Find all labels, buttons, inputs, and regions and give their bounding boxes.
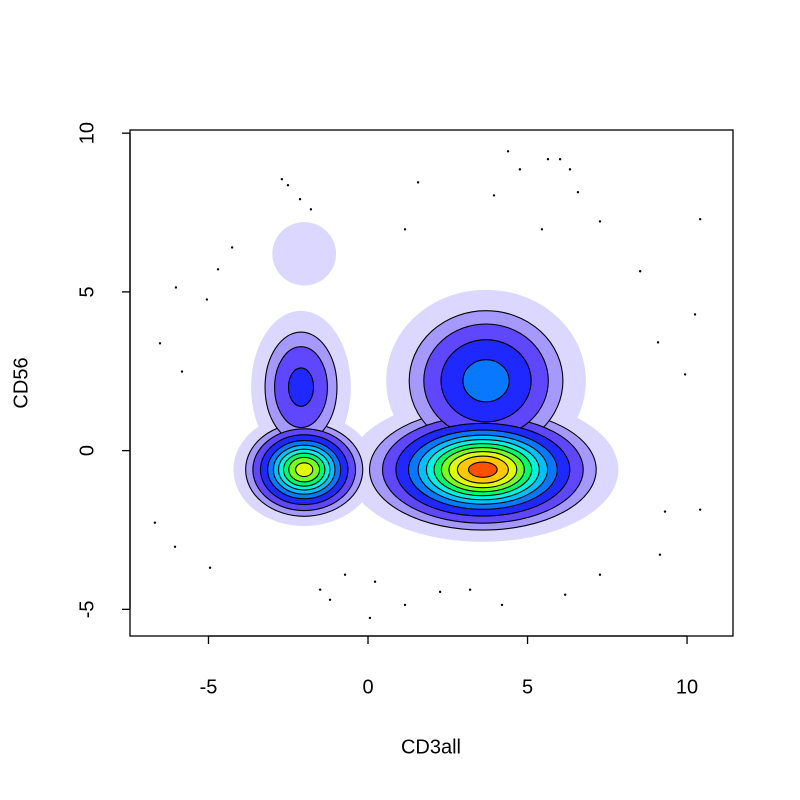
y-axis-label: CD56 [10, 357, 32, 408]
outlier-point [373, 580, 377, 583]
outlier-point [492, 194, 496, 197]
outlier-point [576, 191, 580, 194]
x-tick-label: 5 [522, 676, 533, 698]
outlier-point [656, 341, 660, 344]
x-tick-label: 0 [362, 676, 373, 698]
outlier-point [416, 181, 420, 184]
axes: -5 0 5 10 -5 0 5 10 [76, 122, 698, 698]
x-tick-label: -5 [200, 676, 218, 698]
density-level [295, 462, 314, 478]
outlier-point [309, 208, 313, 211]
y-tick-label: 10 [76, 122, 98, 144]
outlier-point [598, 573, 602, 576]
outlier-point [173, 545, 177, 548]
density-level [468, 461, 498, 478]
outlier-point [500, 603, 504, 607]
density-level [462, 359, 510, 403]
y-tick-label: -5 [76, 600, 98, 618]
outlier-point [403, 228, 407, 231]
outlier-points [153, 150, 702, 620]
outlier-point [663, 510, 667, 513]
outlier-point [158, 342, 162, 345]
outlier-point [318, 588, 322, 591]
outlier-point [506, 150, 510, 153]
outlier-point [208, 566, 212, 569]
density-level [287, 367, 315, 407]
outlier-point [280, 178, 284, 181]
outlier-point [174, 286, 178, 289]
outlier-point [540, 228, 544, 231]
outlier-point [438, 590, 442, 594]
outlier-point [180, 370, 184, 373]
y-tick-label: 5 [76, 286, 98, 297]
outlier-point [558, 158, 562, 161]
outlier-point [403, 603, 407, 607]
outlier-point [298, 198, 302, 201]
outlier-point [368, 616, 372, 620]
outlier-point [658, 553, 662, 556]
x-axis-label: CD3all [401, 736, 461, 758]
density-level [272, 222, 337, 286]
outlier-point [568, 168, 572, 171]
outlier-point [153, 521, 157, 524]
y-tick-label: 0 [76, 445, 98, 456]
outlier-point [328, 598, 332, 602]
outlier-point [518, 168, 522, 171]
outlier-point [230, 246, 234, 249]
outlier-point [683, 373, 687, 376]
outlier-point [693, 313, 697, 316]
outlier-point [698, 508, 702, 511]
outlier-point [343, 573, 347, 576]
outlier-point [546, 158, 550, 161]
outlier-point [468, 588, 472, 591]
outlier-point [698, 218, 702, 221]
outlier-point [598, 220, 602, 223]
outlier-point [205, 298, 209, 301]
outlier-point [563, 593, 567, 596]
outlier-point [286, 184, 290, 187]
density-layer [233, 222, 619, 542]
x-tick-label: 10 [676, 676, 698, 698]
outlier-point [216, 268, 220, 271]
outlier-point [638, 270, 642, 273]
